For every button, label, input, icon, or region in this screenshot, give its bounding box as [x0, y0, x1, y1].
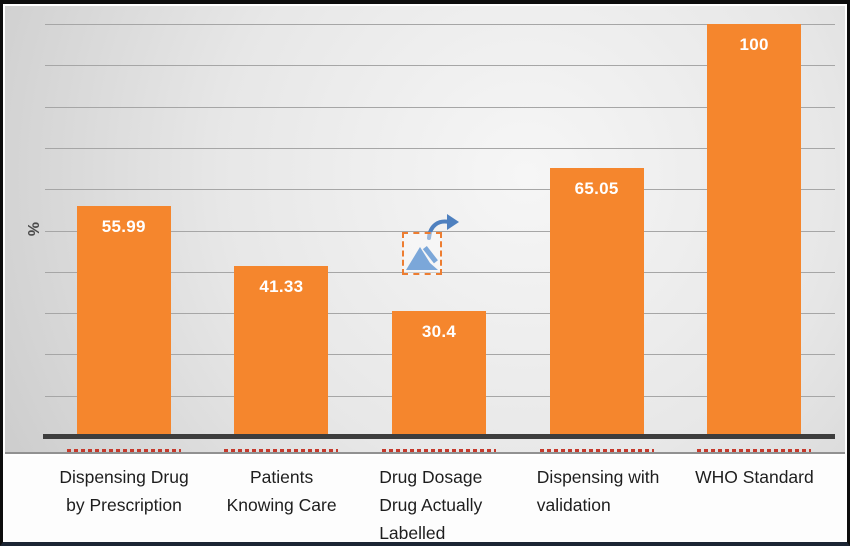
broken-image-icon[interactable] — [402, 213, 460, 275]
category-label: WHO Standard — [675, 463, 833, 491]
gridline — [45, 189, 835, 191]
category-label-line: by Prescription — [66, 495, 182, 515]
gridline — [45, 24, 835, 25]
x-axis-line — [43, 434, 835, 439]
category-label: Dispensing Drug by Prescription — [45, 463, 203, 519]
bar: 100 — [707, 24, 802, 437]
category-label-line: Dispensing Drug — [59, 467, 189, 487]
category-label-line: Patients — [249, 467, 314, 487]
gridline — [45, 106, 835, 108]
gridline — [45, 65, 835, 67]
category-label-line: Knowing Care — [226, 495, 337, 515]
category-label: Patients Knowing Care — [203, 463, 361, 519]
bar: 30.4 — [392, 311, 486, 437]
bar-value-label: 55.99 — [101, 216, 146, 236]
category-label: Drug Dosage Drug Actually Labelled — [360, 463, 518, 543]
bar: 41.33 — [234, 266, 329, 437]
spellcheck-underline — [224, 449, 339, 452]
bar: 55.99 — [76, 205, 171, 437]
bar-value-label: 65.05 — [574, 179, 619, 199]
y-axis-title: % — [24, 222, 41, 237]
redo-arrow-icon — [427, 214, 459, 240]
spellcheck-underline — [539, 449, 654, 452]
category-label-line: Dispensing with — [536, 467, 660, 487]
category-label-line: validation — [536, 495, 611, 515]
spellcheck-underline — [382, 449, 496, 452]
gridline — [45, 147, 835, 149]
gridline — [45, 230, 835, 232]
image-placeholder-box — [402, 232, 442, 275]
spellcheck-underline — [66, 449, 181, 452]
bar: 65.05 — [549, 168, 644, 437]
category-label-line: Drug Dosage — [379, 467, 483, 487]
plot-area: % 55.99 41.33 30.4 65.05 100 — [5, 6, 845, 454]
category-label-line: Drug Actually — [379, 495, 483, 515]
bar-value-label: 100 — [739, 35, 769, 54]
bar-value-label: 41.33 — [259, 277, 304, 297]
mountain-icon — [406, 246, 438, 270]
spellcheck-underline — [697, 449, 812, 452]
category-label-line: WHO Standard — [695, 467, 814, 487]
category-axis-labels: Dispensing Drug by Prescription Patients Kn… — [5, 456, 845, 542]
category-label-line: Labelled — [379, 523, 446, 543]
category-label: Dispensing with validation — [518, 463, 676, 519]
bar-value-label: 30.4 — [421, 322, 457, 342]
